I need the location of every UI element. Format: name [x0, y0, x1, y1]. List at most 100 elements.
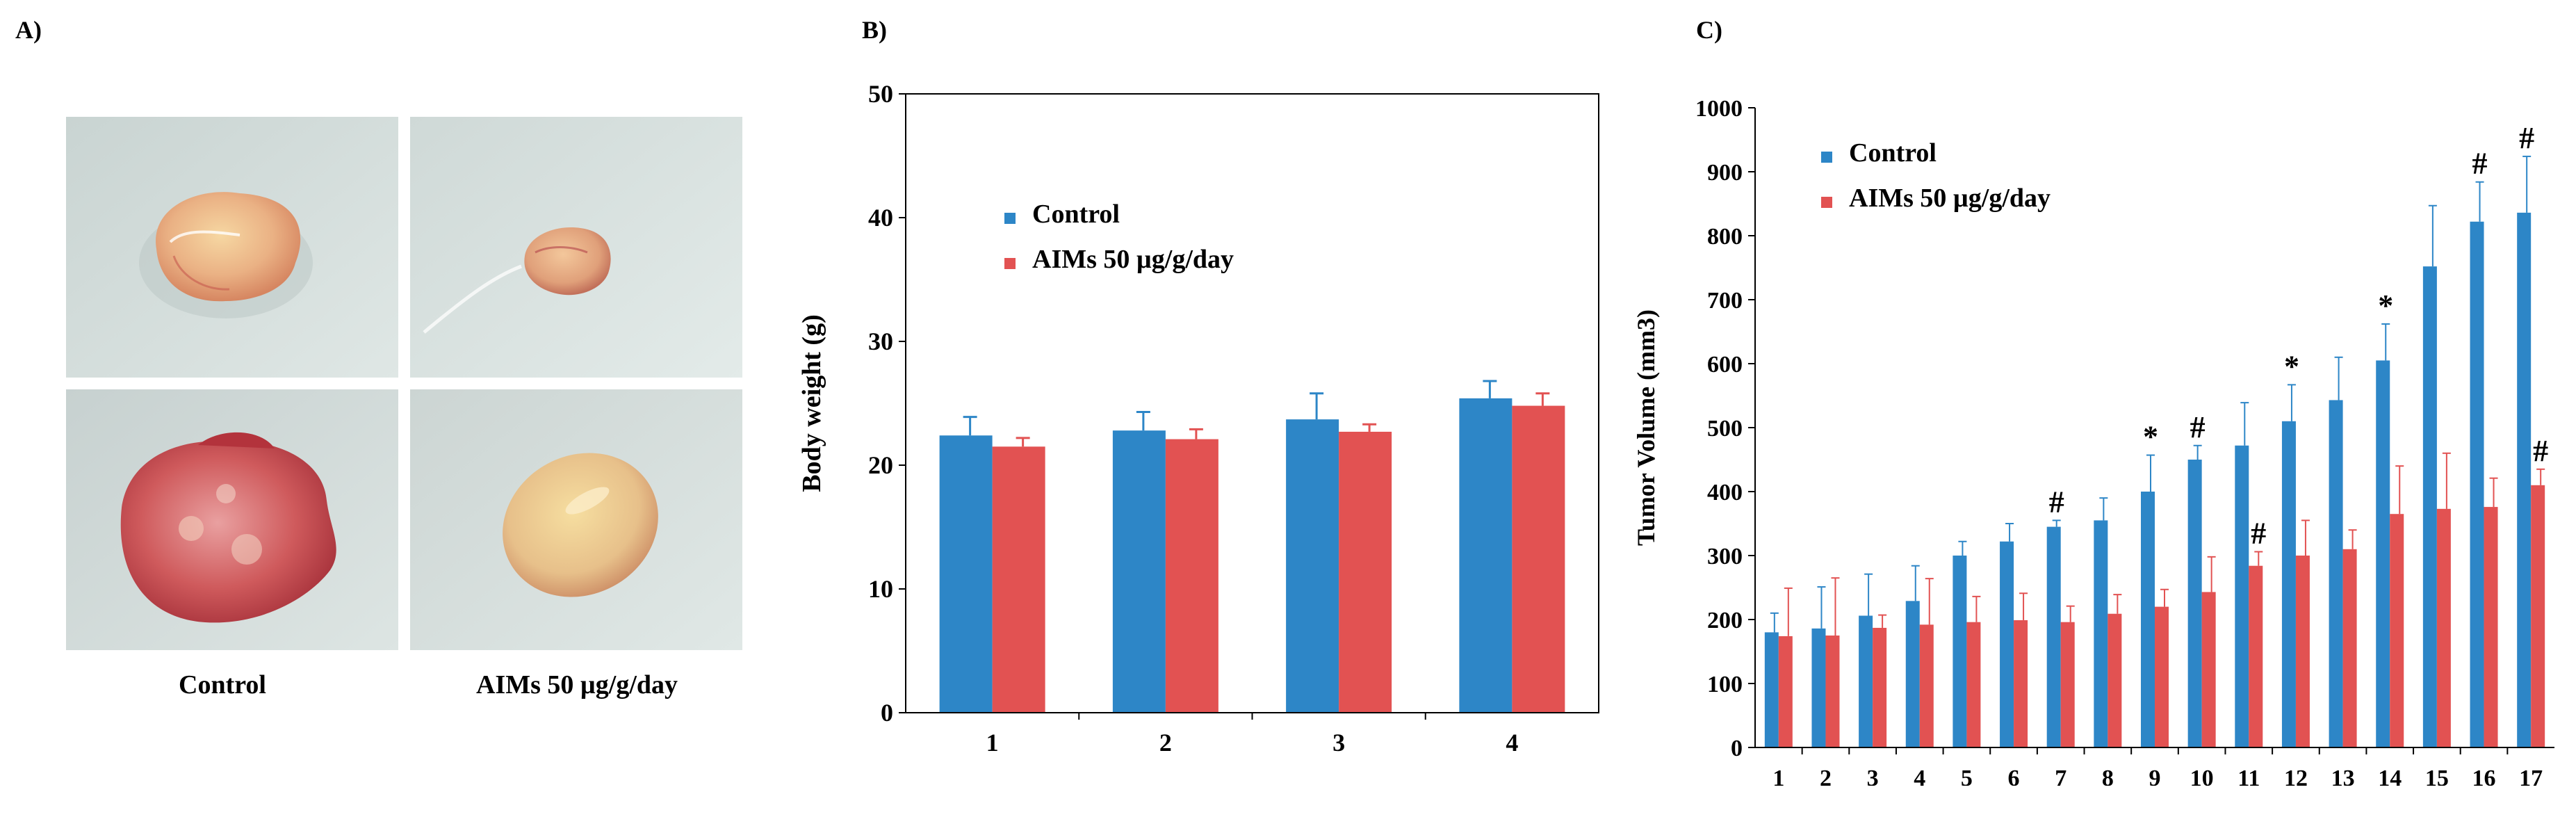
panel-a-label: A) [15, 16, 42, 44]
tumor-photo-control-2 [66, 389, 398, 650]
significance-marker: # [2533, 434, 2548, 468]
y-tick-label: 40 [868, 204, 893, 232]
y-axis-label: Body weight (g) [797, 314, 826, 492]
x-tick-label: 12 [2284, 766, 2308, 786]
bar-aims-7 [2060, 622, 2075, 747]
bar-control-2 [1112, 430, 1166, 713]
bar-aims-16 [2484, 507, 2498, 747]
y-tick-label: 300 [1707, 544, 1743, 569]
x-tick-label: 4 [1506, 729, 1518, 757]
x-tick-label: 3 [1332, 729, 1345, 757]
bar-control-9 [2141, 492, 2155, 747]
legend-swatch-control [1821, 152, 1832, 163]
legend-label-control: Control [1032, 200, 1120, 229]
bar-aims-12 [2295, 556, 2310, 747]
bar-aims-2 [1825, 636, 1840, 747]
y-tick-label: 500 [1707, 416, 1743, 442]
bar-aims-6 [2014, 620, 2028, 747]
significance-marker: * [2143, 420, 2158, 454]
x-tick-label: 4 [1914, 766, 1925, 786]
legend-label-aims: AIMs 50 µg/g/day [1849, 184, 2051, 213]
y-tick-label: 10 [868, 575, 893, 603]
tumor-volume-chart: # * # # * * # # #0 100 200 300 400 500 600 700 800 900 100… [1632, 96, 2554, 786]
x-tick-label: 17 [2519, 766, 2543, 786]
panel-c-label: C) [1696, 16, 1722, 44]
bar-control-1 [1764, 632, 1779, 747]
legend-swatch-aims [1004, 258, 1016, 269]
legend-label-aims: AIMs 50 µg/g/day [1032, 245, 1234, 274]
x-tick-label: 2 [1159, 729, 1172, 757]
x-tick-label: 5 [1961, 766, 1973, 786]
y-tick-label: 900 [1707, 160, 1743, 186]
x-tick-label: 9 [2149, 766, 2161, 786]
y-tick-label: 800 [1707, 224, 1743, 250]
body-weight-chart: 0 10 20 30 40 50 1 2 3 4 Body weight (g) Control AIM… [797, 80, 1599, 757]
y-tick-label: 400 [1707, 480, 1743, 505]
y-tick-label: 1000 [1695, 96, 1743, 122]
y-tick-label: 0 [1731, 736, 1743, 761]
x-tick-label: 16 [2472, 766, 2496, 786]
bar-aims-2 [1165, 439, 1218, 713]
significance-marker: # [2472, 147, 2488, 181]
tumor-photo-aims-2 [410, 389, 742, 650]
bar-control-3 [1286, 419, 1339, 713]
bar-control-4 [1459, 398, 1513, 713]
bar-aims-9 [2155, 606, 2169, 747]
significance-marker: * [2284, 349, 2299, 383]
y-tick-label: 0 [881, 699, 893, 727]
tumor-photo-aims-1 [410, 117, 742, 378]
y-tick-label: 600 [1707, 352, 1743, 378]
bar-aims-15 [2436, 508, 2451, 747]
bar-control-6 [2000, 541, 2014, 747]
bar-aims-3 [1339, 431, 1392, 713]
bar-control-16 [2470, 221, 2484, 747]
bar-aims-4 [1919, 624, 1934, 747]
y-tick-label: 100 [1707, 672, 1743, 697]
significance-marker: # [2049, 485, 2064, 519]
bar-control-11 [2235, 445, 2249, 747]
significance-marker: # [2251, 516, 2266, 550]
bar-control-4 [1905, 601, 1920, 747]
significance-marker: # [2519, 121, 2534, 155]
bar-control-15 [2422, 266, 2437, 747]
x-tick-label: 10 [2190, 766, 2214, 786]
x-tick-label: 1 [986, 729, 999, 757]
legend-label-control: Control [1849, 138, 1937, 168]
bar-control-12 [2281, 421, 2296, 747]
bar-control-8 [2094, 520, 2108, 747]
x-tick-label: 13 [2331, 766, 2355, 786]
x-tick-label: 1 [1772, 766, 1784, 786]
y-tick-label: 30 [868, 327, 893, 355]
bar-aims-14 [2390, 514, 2404, 747]
x-tick-label: 3 [1867, 766, 1879, 786]
significance-marker: * [2378, 289, 2393, 323]
bar-control-17 [2517, 212, 2532, 747]
legend-swatch-aims [1821, 197, 1832, 208]
bar-aims-5 [1966, 622, 1981, 747]
panel-b-label: B) [862, 16, 887, 44]
caption-aims: AIMs 50 µg/g/day [475, 670, 678, 699]
x-tick-label: 11 [2237, 766, 2260, 786]
bar-aims-10 [2201, 592, 2216, 747]
y-tick-label: 200 [1707, 608, 1743, 633]
caption-control: Control [179, 670, 266, 699]
bar-aims-17 [2531, 485, 2545, 747]
bar-control-14 [2376, 360, 2390, 747]
bar-aims-1 [1778, 636, 1793, 747]
bar-control-13 [2329, 400, 2343, 747]
bar-control-1 [939, 435, 993, 713]
bar-control-5 [1953, 556, 1967, 747]
bar-aims-1 [992, 446, 1045, 713]
y-tick-label: 20 [868, 451, 893, 479]
bar-control-3 [1859, 615, 1873, 747]
x-tick-label: 15 [2425, 766, 2449, 786]
y-axis-label: Tumor Volume (mm3) [1632, 309, 1660, 546]
x-tick-label: 14 [2378, 766, 2402, 786]
bar-aims-13 [2342, 549, 2357, 747]
x-tick-label: 2 [1820, 766, 1832, 786]
x-tick-label: 8 [2102, 766, 2114, 786]
y-tick-label: 50 [868, 80, 893, 108]
x-tick-label: 6 [2008, 766, 2020, 786]
bar-aims-3 [1873, 627, 1887, 747]
significance-marker: # [2190, 410, 2206, 444]
